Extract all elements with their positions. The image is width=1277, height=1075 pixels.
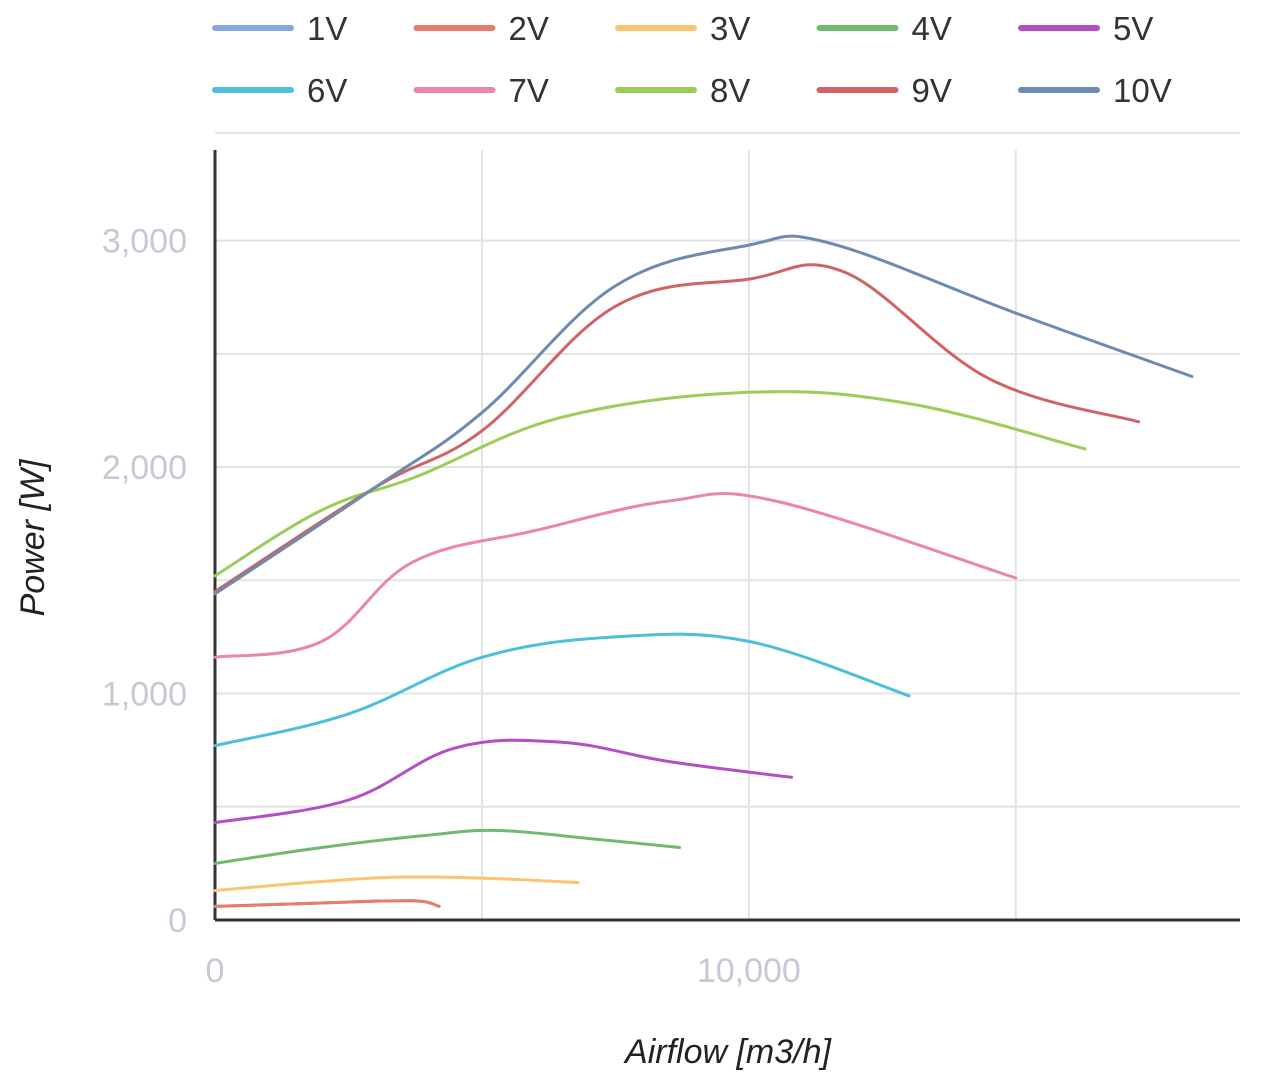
x-axis-title: Airflow [m3/h] bbox=[623, 1033, 832, 1071]
legend: 1V 2V 3V 4V 5V 6V 7V 8V 9V 10V bbox=[212, 10, 1172, 109]
legend-item-3V: 3V bbox=[615, 10, 750, 47]
legend-item-1V: 1V bbox=[212, 10, 347, 47]
legend-item-5V: 5V bbox=[1018, 10, 1153, 47]
legend-label: 6V bbox=[307, 72, 347, 109]
legend-label: 1V bbox=[307, 10, 347, 47]
tick-labels: 0 1,000 2,000 3,000 0 10,000 bbox=[102, 223, 801, 990]
y-axis-title: Power [W] bbox=[14, 458, 52, 616]
legend-label: 5V bbox=[1113, 10, 1153, 47]
legend-item-4V: 4V bbox=[816, 10, 952, 47]
axes bbox=[213, 150, 1240, 922]
series-lines bbox=[213, 234, 1194, 908]
legend-label: 3V bbox=[710, 10, 750, 47]
x-tick-label: 10,000 bbox=[697, 952, 801, 990]
series-line-4V bbox=[213, 828, 681, 865]
y-tick-label: 0 bbox=[168, 902, 187, 940]
legend-item-9V: 9V bbox=[816, 72, 952, 109]
legend-item-8V: 8V bbox=[615, 72, 750, 109]
series-line-10V bbox=[213, 234, 1194, 596]
legend-label: 7V bbox=[509, 72, 549, 109]
legend-item-2V: 2V bbox=[413, 10, 549, 47]
legend-label: 8V bbox=[710, 72, 750, 109]
x-tick-label: 0 bbox=[206, 952, 225, 990]
y-tick-label: 3,000 bbox=[102, 223, 187, 261]
legend-item-6V: 6V bbox=[212, 72, 347, 109]
legend-item-7V: 7V bbox=[413, 72, 549, 109]
legend-label: 10V bbox=[1113, 72, 1172, 109]
series-line-6V bbox=[213, 632, 911, 748]
y-tick-label: 1,000 bbox=[102, 676, 187, 714]
grid bbox=[215, 150, 1240, 920]
legend-item-10V: 10V bbox=[1018, 72, 1172, 109]
legend-label: 4V bbox=[912, 10, 952, 47]
legend-label: 2V bbox=[509, 10, 549, 47]
series-line-5V bbox=[213, 738, 794, 825]
series-line-7V bbox=[213, 492, 1018, 659]
y-tick-label: 2,000 bbox=[102, 449, 187, 487]
series-line-3V bbox=[213, 875, 580, 893]
series-line-9V bbox=[213, 263, 1141, 594]
legend-label: 9V bbox=[912, 72, 952, 109]
series-line-8V bbox=[213, 390, 1087, 578]
series-line-2V bbox=[213, 899, 441, 908]
